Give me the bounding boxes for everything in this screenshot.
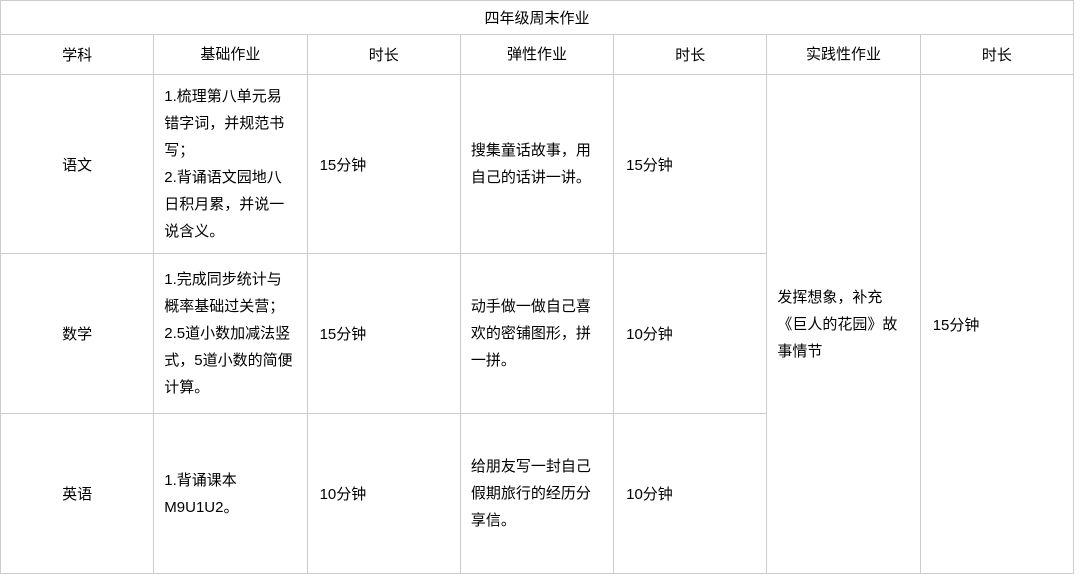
- cell-subject: 语文: [1, 75, 154, 254]
- cell-flex-duration: 10分钟: [614, 414, 767, 574]
- header-practical: 实践性作业: [767, 35, 920, 75]
- header-flex: 弹性作业: [460, 35, 613, 75]
- header-duration-2: 时长: [614, 35, 767, 75]
- cell-duration: 15分钟: [307, 75, 460, 254]
- cell-basic: 1.完成同步统计与概率基础过关营；2.5道小数加减法竖式，5道小数的简便计算。: [154, 254, 307, 414]
- cell-duration: 15分钟: [307, 254, 460, 414]
- table-header-row: 学科 基础作业 时长 弹性作业 时长 实践性作业 时长: [1, 35, 1074, 75]
- cell-flex-duration: 15分钟: [614, 75, 767, 254]
- cell-subject: 英语: [1, 414, 154, 574]
- cell-basic: 1.背诵课本M9U1U2。: [154, 414, 307, 574]
- cell-practical-duration: 15分钟: [920, 75, 1073, 574]
- header-duration-3: 时长: [920, 35, 1073, 75]
- header-duration-1: 时长: [307, 35, 460, 75]
- cell-flex: 给朋友写一封自己假期旅行的经历分享信。: [460, 414, 613, 574]
- table-title: 四年级周末作业: [1, 1, 1074, 35]
- homework-table: 四年级周末作业 学科 基础作业 时长 弹性作业 时长 实践性作业 时长 语文 1…: [0, 0, 1074, 574]
- table-title-row: 四年级周末作业: [1, 1, 1074, 35]
- cell-flex-duration: 10分钟: [614, 254, 767, 414]
- cell-flex: 动手做一做自己喜欢的密铺图形，拼一拼。: [460, 254, 613, 414]
- header-subject: 学科: [1, 35, 154, 75]
- cell-practical: 发挥想象，补充《巨人的花园》故事情节: [767, 75, 920, 574]
- header-basic: 基础作业: [154, 35, 307, 75]
- cell-duration: 10分钟: [307, 414, 460, 574]
- table-row: 语文 1.梳理第八单元易错字词，并规范书写；2.背诵语文园地八日积月累，并说一说…: [1, 75, 1074, 254]
- cell-subject: 数学: [1, 254, 154, 414]
- cell-basic: 1.梳理第八单元易错字词，并规范书写；2.背诵语文园地八日积月累，并说一说含义。: [154, 75, 307, 254]
- cell-flex: 搜集童话故事，用自己的话讲一讲。: [460, 75, 613, 254]
